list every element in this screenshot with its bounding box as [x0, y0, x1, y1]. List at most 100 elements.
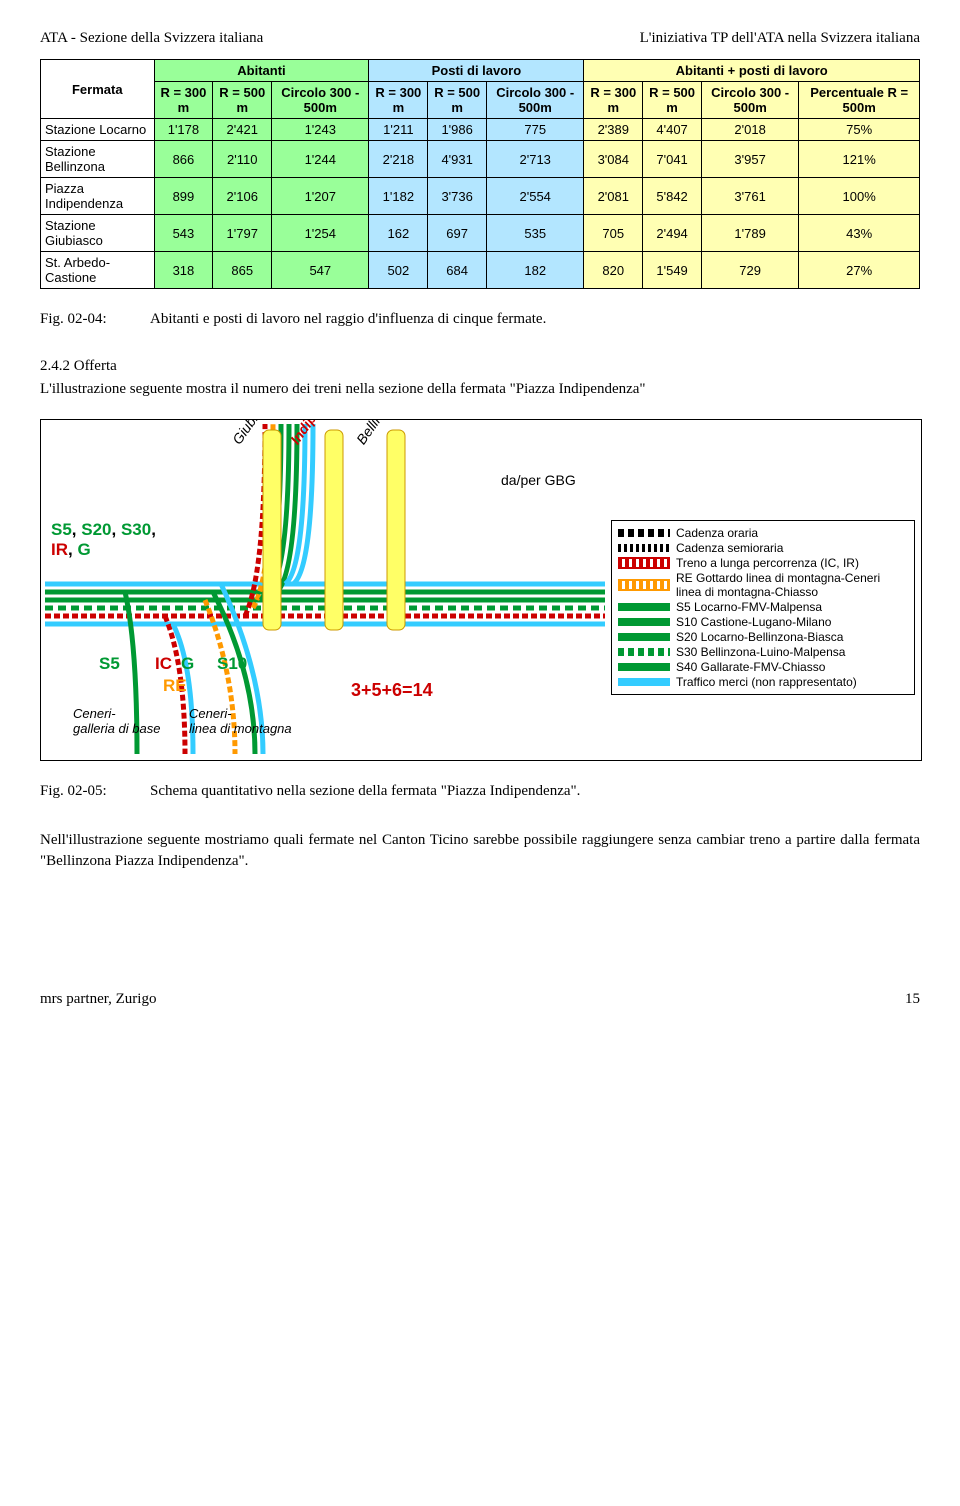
train-count-sum: 3+5+6=14 [351, 680, 433, 701]
legend-row: S10 Castione-Lugano-Milano [618, 615, 908, 629]
sub-y2: R = 500 m [643, 82, 702, 119]
sub-y3: Circolo 300 - 500m [701, 82, 798, 119]
legend-row: S30 Bellinzona-Luino-Malpensa [618, 645, 908, 659]
legend-text: S20 Locarno-Bellinzona-Biasca [676, 630, 843, 644]
table-cell: 820 [584, 252, 643, 289]
table-cell: 4'931 [428, 141, 487, 178]
legend-text: S30 Bellinzona-Luino-Malpensa [676, 645, 845, 659]
table-cell: 1'797 [213, 215, 272, 252]
table-cell: 535 [487, 215, 584, 252]
table-cell: 697 [428, 215, 487, 252]
table-cell: 1'178 [154, 119, 213, 141]
table-cell: 2'106 [213, 178, 272, 215]
fig-02-04-caption: Fig. 02-04: Abitanti e posti di lavoro n… [40, 311, 920, 328]
table-cell: 2'389 [584, 119, 643, 141]
table-cell: Stazione Locarno [41, 119, 155, 141]
table-cell: 1'549 [643, 252, 702, 289]
fig05-label: Fig. 02-05: [40, 783, 150, 800]
table-cell: 866 [154, 141, 213, 178]
diagram-legend: Cadenza orariaCadenza semiorariaTreno a … [611, 520, 915, 695]
table-cell: 2'081 [584, 178, 643, 215]
legend-row: Treno a lunga percorrenza (IC, IR) [618, 556, 908, 570]
sub-g1: R = 300 m [154, 82, 213, 119]
table-cell: 543 [154, 215, 213, 252]
legend-text: S40 Gallarate-FMV-Chiasso [676, 660, 825, 674]
offerta-paragraph: L'illustrazione seguente mostra il numer… [40, 379, 920, 399]
group-posti: Posti di lavoro [369, 60, 584, 82]
table-cell: 182 [487, 252, 584, 289]
table-row: Stazione Bellinzona8662'1101'2442'2184'9… [41, 141, 920, 178]
table-cell: 1'182 [369, 178, 428, 215]
lbl-s10: S10 [217, 654, 247, 674]
fig05-text: Schema quantitativo nella sezione della … [150, 783, 920, 800]
legend-swatch [618, 603, 670, 611]
table-cell: 2'018 [701, 119, 798, 141]
table-cell: 121% [799, 141, 920, 178]
page-footer: mrs partner, Zurigo 15 [40, 991, 920, 1008]
table-cell: St. Arbedo-Castione [41, 252, 155, 289]
table-cell: 4'407 [643, 119, 702, 141]
table-cell: 162 [369, 215, 428, 252]
legend-row: RE Gottardo linea di montagna-Ceneri lin… [618, 571, 908, 599]
table-cell: 1'243 [272, 119, 369, 141]
gbg-label: da/per GBG [501, 472, 576, 488]
table-cell: 2'494 [643, 215, 702, 252]
legend-swatch [618, 557, 670, 569]
table-cell: 2'218 [369, 141, 428, 178]
legend-swatch [618, 633, 670, 641]
legend-row: Traffico merci (non rappresentato) [618, 675, 908, 689]
footer-right: 15 [905, 991, 920, 1008]
table-cell: 2'713 [487, 141, 584, 178]
table-cell: 3'761 [701, 178, 798, 215]
table-cell: 899 [154, 178, 213, 215]
table-cell: 547 [272, 252, 369, 289]
table-cell: 705 [584, 215, 643, 252]
table-cell: 1'211 [369, 119, 428, 141]
legend-text: S10 Castione-Lugano-Milano [676, 615, 831, 629]
legend-swatch [618, 529, 670, 537]
table-cell: 1'254 [272, 215, 369, 252]
legend-text: Treno a lunga percorrenza (IC, IR) [676, 556, 859, 570]
fig-02-05-caption: Fig. 02-05: Schema quantitativo nella se… [40, 783, 920, 800]
table-header-groups: Fermata Abitanti Posti di lavoro Abitant… [41, 60, 920, 82]
table-cell: 684 [428, 252, 487, 289]
sub-y4: Percentuale R = 500m [799, 82, 920, 119]
lbl-s5: S5 [99, 654, 120, 674]
legend-swatch [618, 618, 670, 626]
cap1a: Ceneri- [73, 706, 116, 721]
legend-row: S20 Locarno-Bellinzona-Biasca [618, 630, 908, 644]
header-right: L'iniziativa TP dell'ATA nella Svizzera … [640, 30, 920, 47]
legend-row: Cadenza oraria [618, 526, 908, 540]
table-cell: 1'207 [272, 178, 369, 215]
cap2a: Ceneri- [189, 706, 232, 721]
legend-swatch [618, 648, 670, 656]
table-row: Stazione Giubiasco5431'7971'254162697535… [41, 215, 920, 252]
table-cell: 1'789 [701, 215, 798, 252]
sub-g3: Circolo 300 - 500m [272, 82, 369, 119]
table-cell: 729 [701, 252, 798, 289]
fig-label: Fig. 02-04: [40, 311, 150, 328]
table-cell: 3'957 [701, 141, 798, 178]
closing-paragraph: Nell'illustrazione seguente mostriamo qu… [40, 830, 920, 871]
lbl-ic: IC [155, 654, 172, 674]
table-row: Piazza Indipendenza8992'1061'2071'1823'7… [41, 178, 920, 215]
table-cell: 2'554 [487, 178, 584, 215]
table-cell: 7'041 [643, 141, 702, 178]
sub-b1: R = 300 m [369, 82, 428, 119]
table-cell: 3'736 [428, 178, 487, 215]
sub-g2: R = 500 m [213, 82, 272, 119]
table-cell: 2'421 [213, 119, 272, 141]
table-cell: 865 [213, 252, 272, 289]
table-cell: 100% [799, 178, 920, 215]
page-header: ATA - Sezione della Svizzera italiana L'… [40, 30, 920, 47]
legend-swatch [618, 678, 670, 686]
table-cell: 27% [799, 252, 920, 289]
cap-ceneri-base: Ceneri- galleria di base [73, 706, 160, 736]
legend-row: Cadenza semioraria [618, 541, 908, 555]
legend-row: S40 Gallarate-FMV-Chiasso [618, 660, 908, 674]
table-row: St. Arbedo-Castione318865547502684182820… [41, 252, 920, 289]
table-cell: 1'986 [428, 119, 487, 141]
legend-text: Traffico merci (non rappresentato) [676, 675, 857, 689]
legend-swatch [618, 579, 670, 591]
legend-text: Cadenza oraria [676, 526, 758, 540]
